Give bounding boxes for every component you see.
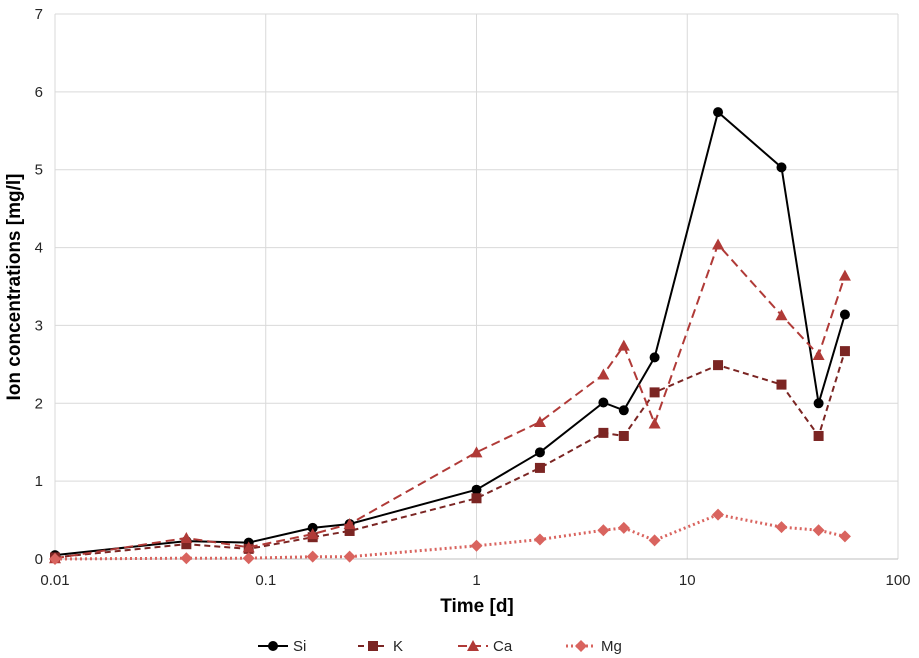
- y-tick-label: 0: [35, 551, 43, 568]
- data-point-k: [839, 346, 850, 357]
- y-tick-label: 2: [35, 395, 43, 412]
- data-point-si: [649, 352, 660, 363]
- data-point-mg: [180, 552, 193, 565]
- data-point-ca: [812, 349, 825, 361]
- data-point-ca: [242, 541, 255, 553]
- legend-marker-mg: [575, 640, 587, 652]
- data-point-mg: [775, 521, 788, 534]
- data-point-si: [839, 309, 850, 320]
- y-axis: 0 1 2 3 4 5 6 7: [35, 6, 43, 568]
- x-tick-label: 0.01: [40, 572, 69, 589]
- data-point-ca: [775, 309, 788, 321]
- data-point-ca: [343, 517, 356, 529]
- series-k: [50, 346, 850, 563]
- series-line-si: [54, 111, 846, 557]
- series-si: [50, 107, 850, 561]
- legend: Si K Ca Mg: [258, 638, 622, 655]
- data-point-mg: [533, 533, 546, 546]
- data-point-ca: [648, 417, 661, 429]
- data-point-k: [181, 539, 192, 550]
- data-point-si: [776, 162, 787, 173]
- data-point-si: [813, 398, 824, 409]
- legend-item-ca: Ca: [458, 638, 513, 655]
- data-point-k: [776, 379, 787, 390]
- data-point-mg: [712, 508, 725, 521]
- y-tick-label: 7: [35, 6, 43, 23]
- data-point-k: [813, 430, 824, 441]
- data-point-k: [534, 462, 545, 473]
- y-tick-label: 3: [35, 317, 43, 334]
- data-point-mg: [470, 539, 483, 552]
- data-point-ca: [617, 339, 630, 351]
- data-point-k: [598, 427, 609, 438]
- data-point-si: [534, 447, 545, 458]
- data-point-mg: [648, 534, 661, 547]
- data-point-k: [713, 360, 724, 371]
- data-point-si: [598, 397, 609, 408]
- data-point-ca: [533, 415, 546, 427]
- series-line-k: [54, 350, 846, 559]
- series-ca: [49, 238, 851, 564]
- data-point-mg: [838, 530, 851, 543]
- data-point-k: [618, 430, 629, 441]
- y-tick-label: 6: [35, 84, 43, 101]
- data-point-si: [713, 107, 724, 118]
- data-point-ca: [180, 531, 193, 543]
- legend-label-k: K: [393, 638, 403, 655]
- data-point-si: [618, 405, 629, 416]
- data-point-k: [471, 493, 482, 504]
- x-tick-label: 0.1: [255, 572, 276, 589]
- legend-label-ca: Ca: [493, 638, 513, 655]
- y-tick-label: 5: [35, 162, 43, 179]
- data-point-ca: [597, 368, 610, 380]
- data-point-ca: [306, 528, 319, 540]
- data-point-mg: [597, 524, 610, 537]
- series-line-ca: [54, 243, 846, 560]
- data-point-k: [344, 525, 355, 536]
- y-tick-label: 1: [35, 473, 43, 490]
- x-tick-label: 10: [679, 572, 696, 589]
- legend-marker-ca: [467, 640, 479, 651]
- data-point-mg: [306, 550, 319, 563]
- data-point-ca: [712, 238, 725, 250]
- data-point-mg: [343, 550, 356, 563]
- x-axis-title: Time [d]: [440, 596, 514, 617]
- legend-item-mg: Mg: [566, 638, 622, 655]
- legend-marker-si: [268, 641, 278, 651]
- series-layer: [49, 107, 851, 565]
- legend-marker-k: [368, 641, 378, 651]
- legend-item-si: Si: [258, 638, 306, 655]
- data-point-mg: [617, 521, 630, 534]
- data-point-si: [307, 522, 318, 533]
- x-axis: 0.01 0.1 1 10 100: [40, 572, 910, 589]
- grid-lines: [55, 13, 899, 559]
- series-mg: [49, 508, 851, 565]
- data-point-k: [649, 387, 660, 398]
- data-point-ca: [838, 269, 851, 281]
- data-point-mg: [49, 553, 61, 565]
- data-point-mg: [812, 524, 825, 537]
- x-tick-label: 1: [472, 572, 480, 589]
- data-point-mg: [242, 552, 255, 565]
- x-tick-label: 100: [885, 572, 910, 589]
- legend-item-k: K: [358, 638, 403, 655]
- legend-label-mg: Mg: [601, 638, 622, 655]
- series-line-mg: [54, 513, 846, 561]
- legend-label-si: Si: [293, 638, 306, 655]
- y-tick-label: 4: [35, 240, 43, 257]
- data-point-si: [471, 484, 482, 495]
- data-point-ca: [470, 446, 483, 458]
- y-axis-title: Ion concentrations [mg/l]: [4, 174, 25, 401]
